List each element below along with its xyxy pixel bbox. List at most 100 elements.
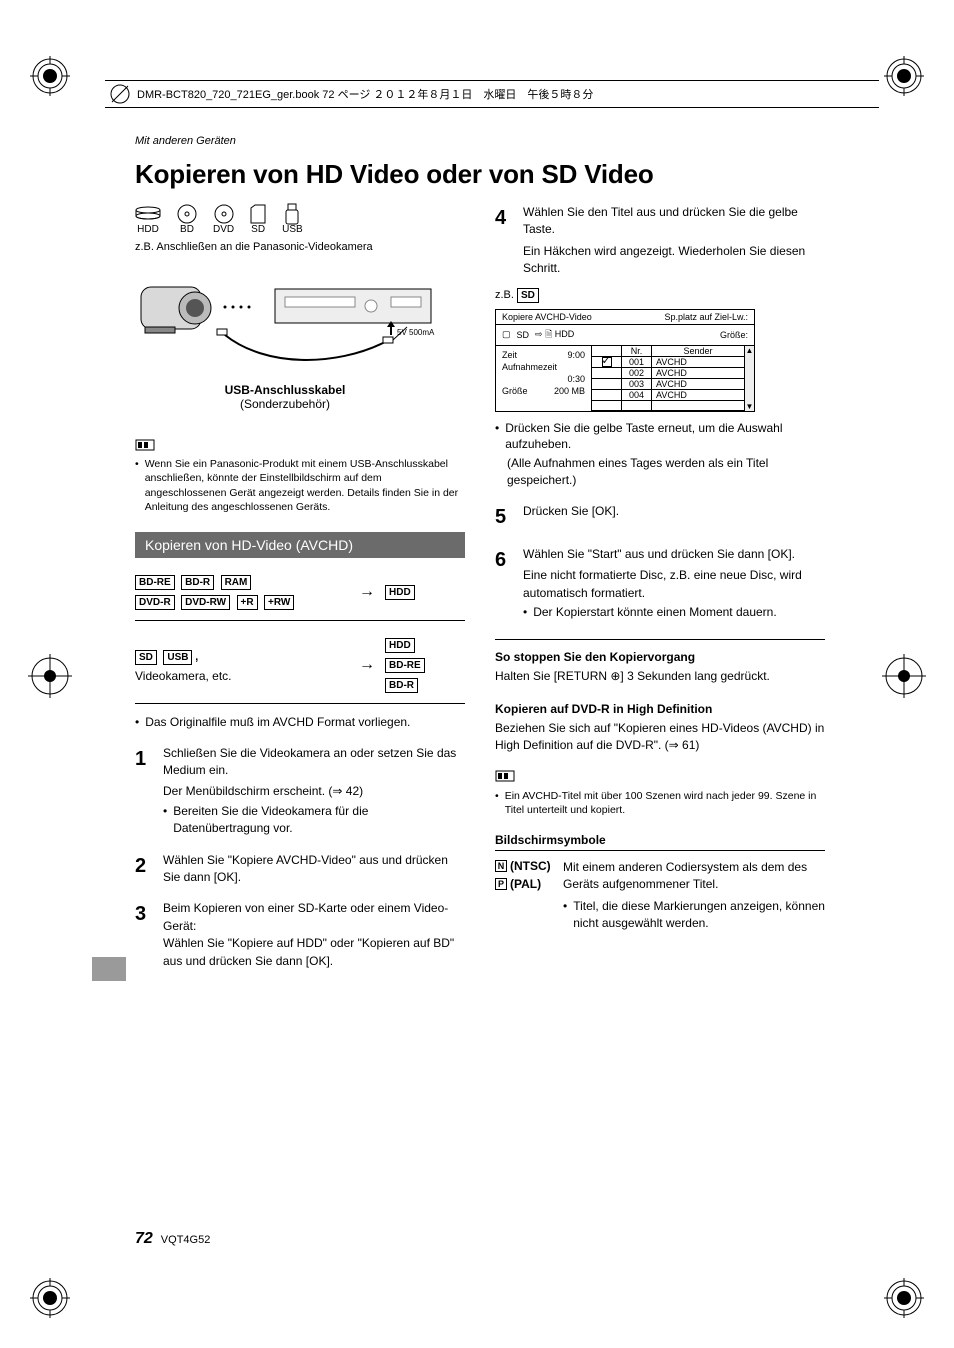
ui-k: Zeit bbox=[502, 350, 517, 360]
ui-screenshot: Kopiere AVCHD-Video Sp.platz auf Ziel-Lw… bbox=[495, 309, 755, 412]
media-usb: USB bbox=[282, 204, 303, 235]
sym-bullet: Titel, die diese Markierungen anzeigen, … bbox=[573, 898, 825, 933]
example-label: z.B. SD bbox=[495, 288, 825, 305]
symbols-heading: Bildschirmsymbole bbox=[495, 833, 825, 851]
dvdr-heading: Kopieren auf DVD-R in High Definition bbox=[495, 702, 825, 716]
ui-v: 200 MB bbox=[554, 386, 585, 396]
connection-figure: 5V 500mA USB-Anschlusskabel (Sonderzubeh… bbox=[135, 267, 435, 411]
badge: BD-R bbox=[385, 678, 418, 693]
stop-heading: So stoppen Sie den Kopiervorgang bbox=[495, 650, 825, 664]
connect-caption: z.B. Anschließen an die Panasonic-Videok… bbox=[135, 241, 465, 253]
ui-cell: AVCHD bbox=[652, 390, 744, 400]
step-number: 2 bbox=[135, 852, 153, 887]
ui-cell: AVCHD bbox=[652, 357, 744, 367]
ntsc-label: (NTSC) bbox=[510, 859, 551, 873]
ui-src: SD bbox=[517, 330, 530, 340]
fmt2-subtext: Videokamera, etc. bbox=[135, 669, 349, 683]
step-subbul: Bereiten Sie die Videokamera für die Dat… bbox=[173, 803, 465, 838]
ui-title-l: Kopiere AVCHD-Video bbox=[502, 312, 592, 322]
fig-label-bold: USB-Anschlusskabel bbox=[225, 383, 346, 397]
media-label: HDD bbox=[137, 224, 159, 235]
media-label: USB bbox=[282, 224, 303, 235]
cross-mark-r bbox=[882, 654, 926, 698]
step-number: 1 bbox=[135, 745, 153, 838]
media-bd: BD bbox=[177, 204, 197, 235]
cross-mark-l bbox=[28, 654, 72, 698]
symbols-row: N(NTSC) P(PAL) Mit einem anderen Codiers… bbox=[495, 859, 825, 933]
badge: +R bbox=[237, 595, 258, 610]
arrow-icon: → bbox=[359, 656, 375, 674]
running-head: Mit anderen Geräten bbox=[135, 135, 825, 147]
ui-size: Größe: bbox=[720, 330, 748, 340]
media-dvd: DVD bbox=[213, 204, 234, 235]
badge: BD-RE bbox=[135, 575, 175, 590]
step-text: Drücken Sie [OK]. bbox=[523, 503, 825, 520]
arrow-icon: → bbox=[359, 583, 375, 601]
header-text: DMR-BCT820_720_721EG_ger.book 72 ページ ２０１… bbox=[137, 86, 593, 102]
checkbox-icon bbox=[602, 357, 612, 367]
phi-icon bbox=[109, 83, 131, 105]
step-6: 6 Wählen Sie "Start" aus und drücken Sie… bbox=[495, 546, 825, 622]
step-text2: Ein Häkchen wird angezeigt. Wiederholen … bbox=[523, 243, 825, 278]
ui-cell: 003 bbox=[622, 379, 652, 389]
badge: DVD-RW bbox=[181, 595, 230, 610]
step-number: 3 bbox=[135, 900, 153, 970]
dvdr-para: Beziehen Sie sich auf "Kopieren eines HD… bbox=[495, 720, 825, 755]
fig-port-label: 5V 500mA bbox=[397, 328, 435, 337]
ui-v: 0:30 bbox=[567, 374, 585, 384]
figure-label: USB-Anschlusskabel (Sonderzubehör) bbox=[135, 383, 435, 411]
pal-badge: P bbox=[495, 878, 507, 890]
note-block-2: •Ein AVCHD-Titel mit über 100 Szenen wir… bbox=[495, 770, 825, 817]
page-header-bar: DMR-BCT820_720_721EG_ger.book 72 ページ ２０１… bbox=[105, 80, 879, 108]
pal-label: (PAL) bbox=[510, 877, 541, 891]
bullet-text: Das Originalfile muß im AVCHD Format vor… bbox=[145, 714, 410, 731]
step-number: 6 bbox=[495, 546, 513, 622]
section-avchd: Kopieren von HD-Video (AVCHD) bbox=[135, 532, 465, 558]
hdd-icon bbox=[135, 204, 161, 224]
badge: BD-RE bbox=[385, 658, 425, 673]
badge: HDD bbox=[385, 638, 415, 653]
reg-mark-bl bbox=[30, 1278, 70, 1318]
ui-arrow: ⇨ 🗎 HDD bbox=[535, 327, 574, 343]
doc-code: VQT4G52 bbox=[161, 1234, 211, 1246]
step-number: 4 bbox=[495, 204, 513, 278]
step-text: Wählen Sie "Start" aus und drücken Sie d… bbox=[523, 546, 825, 563]
ui-title-r: Sp.platz auf Ziel-Lw.: bbox=[664, 312, 748, 322]
sd-icon bbox=[250, 204, 266, 224]
ui-cell: 002 bbox=[622, 368, 652, 378]
ui-cell: AVCHD bbox=[652, 368, 744, 378]
badge: BD-R bbox=[181, 575, 214, 590]
fig-label-sub: (Sonderzubehör) bbox=[240, 397, 330, 411]
bullet-text: Drücken Sie die gelbe Taste erneut, um d… bbox=[505, 420, 825, 454]
step-text: Beim Kopieren von einer SD-Karte oder ei… bbox=[163, 900, 465, 970]
note-icon bbox=[495, 770, 515, 786]
step-text: Wählen Sie "Kopiere AVCHD-Video" aus und… bbox=[163, 852, 465, 887]
format-row-1: BD-RE BD-R RAM DVD-R DVD-RW +R +RW → HDD bbox=[135, 572, 465, 621]
ui-cell: 004 bbox=[622, 390, 652, 400]
right-column: 4 Wählen Sie den Titel aus und drücken S… bbox=[495, 204, 825, 970]
media-hdd: HDD bbox=[135, 204, 161, 235]
step-2: 2 Wählen Sie "Kopiere AVCHD-Video" aus u… bbox=[135, 852, 465, 887]
step-sub: Der Menübildschirm erscheint. (⇒ 42) bbox=[163, 783, 465, 800]
reg-mark-tl bbox=[30, 56, 70, 96]
media-icon-row: HDD BD DVD SD USB bbox=[135, 204, 465, 235]
divider bbox=[495, 639, 825, 640]
step-5: 5 Drücken Sie [OK]. bbox=[495, 503, 825, 532]
media-label: BD bbox=[180, 224, 194, 235]
ntsc-badge: N bbox=[495, 860, 507, 872]
badge: SD bbox=[517, 288, 539, 303]
ui-v: 9:00 bbox=[567, 350, 585, 360]
step-1: 1 Schließen Sie die Videokamera an oder … bbox=[135, 745, 465, 838]
ui-cell: 001 bbox=[622, 357, 652, 367]
page-footer: 72 VQT4G52 bbox=[135, 1230, 210, 1248]
note-text: Wenn Sie ein Panasonic-Produkt mit einem… bbox=[145, 457, 465, 514]
left-column: HDD BD DVD SD USB z.B. bbox=[135, 204, 465, 970]
ui-hdr-nr: Nr. bbox=[622, 346, 652, 356]
usb-icon bbox=[284, 204, 300, 224]
media-label: DVD bbox=[213, 224, 234, 235]
body-bullet: •Das Originalfile muß im AVCHD Format vo… bbox=[135, 714, 465, 731]
reg-mark-br bbox=[884, 1278, 924, 1318]
eg-prefix: z.B. bbox=[495, 289, 514, 301]
bd-icon bbox=[177, 204, 197, 224]
side-tab bbox=[92, 957, 126, 981]
